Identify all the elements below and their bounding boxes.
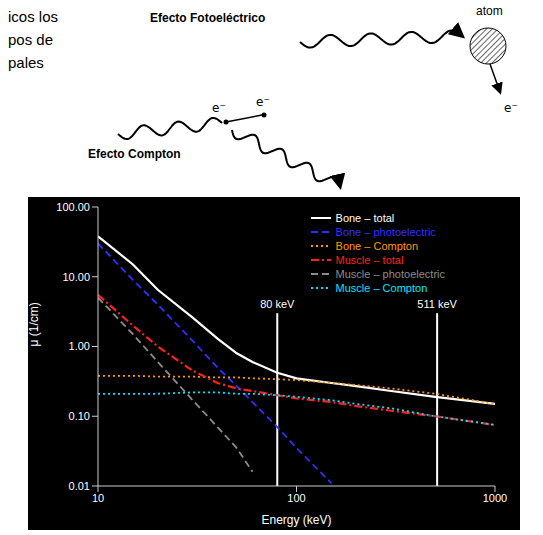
- svg-text:10: 10: [92, 492, 104, 504]
- svg-text:atom: atom: [476, 4, 503, 18]
- svg-text:Efecto Compton: Efecto Compton: [88, 147, 181, 161]
- svg-text:e⁻: e⁻: [212, 101, 226, 115]
- svg-text:e⁻: e⁻: [256, 95, 270, 109]
- svg-text:μ (1/cm): μ (1/cm): [28, 302, 41, 346]
- html-text:Bone – total: Bone – total: [335, 212, 395, 224]
- svg-text:1000: 1000: [483, 492, 507, 504]
- svg-text:Energy (keV): Energy (keV): [261, 513, 331, 527]
- svg-text:icos los: icos los: [8, 8, 58, 25]
- svg-text:100.00: 100.00: [56, 201, 90, 213]
- svg-text:100: 100: [287, 492, 305, 504]
- svg-text:80 keV: 80 keV: [260, 298, 295, 310]
- svg-text:511 keV: 511 keV: [417, 298, 457, 310]
- html-text:Bone – Compton: Bone – Compton: [335, 240, 419, 252]
- svg-text:10.00: 10.00: [62, 271, 90, 283]
- html-text:Muscle – total: Muscle – total: [335, 254, 404, 266]
- svg-text:e⁻: e⁻: [504, 101, 518, 115]
- svg-text:pales: pales: [8, 54, 44, 71]
- svg-text:0.01: 0.01: [69, 480, 90, 492]
- svg-text:0.10: 0.10: [69, 410, 90, 422]
- svg-text:1.00: 1.00: [69, 340, 90, 352]
- svg-text:Efecto Fotoeléctrico: Efecto Fotoeléctrico: [150, 11, 265, 25]
- html-text:Bone – photoelectric: Bone – photoelectric: [335, 226, 436, 238]
- svg-text:pos de: pos de: [8, 31, 53, 48]
- html-text:Muscle – photoelectric: Muscle – photoelectric: [335, 268, 445, 280]
- html-text:Muscle – Compton: Muscle – Compton: [335, 282, 428, 294]
